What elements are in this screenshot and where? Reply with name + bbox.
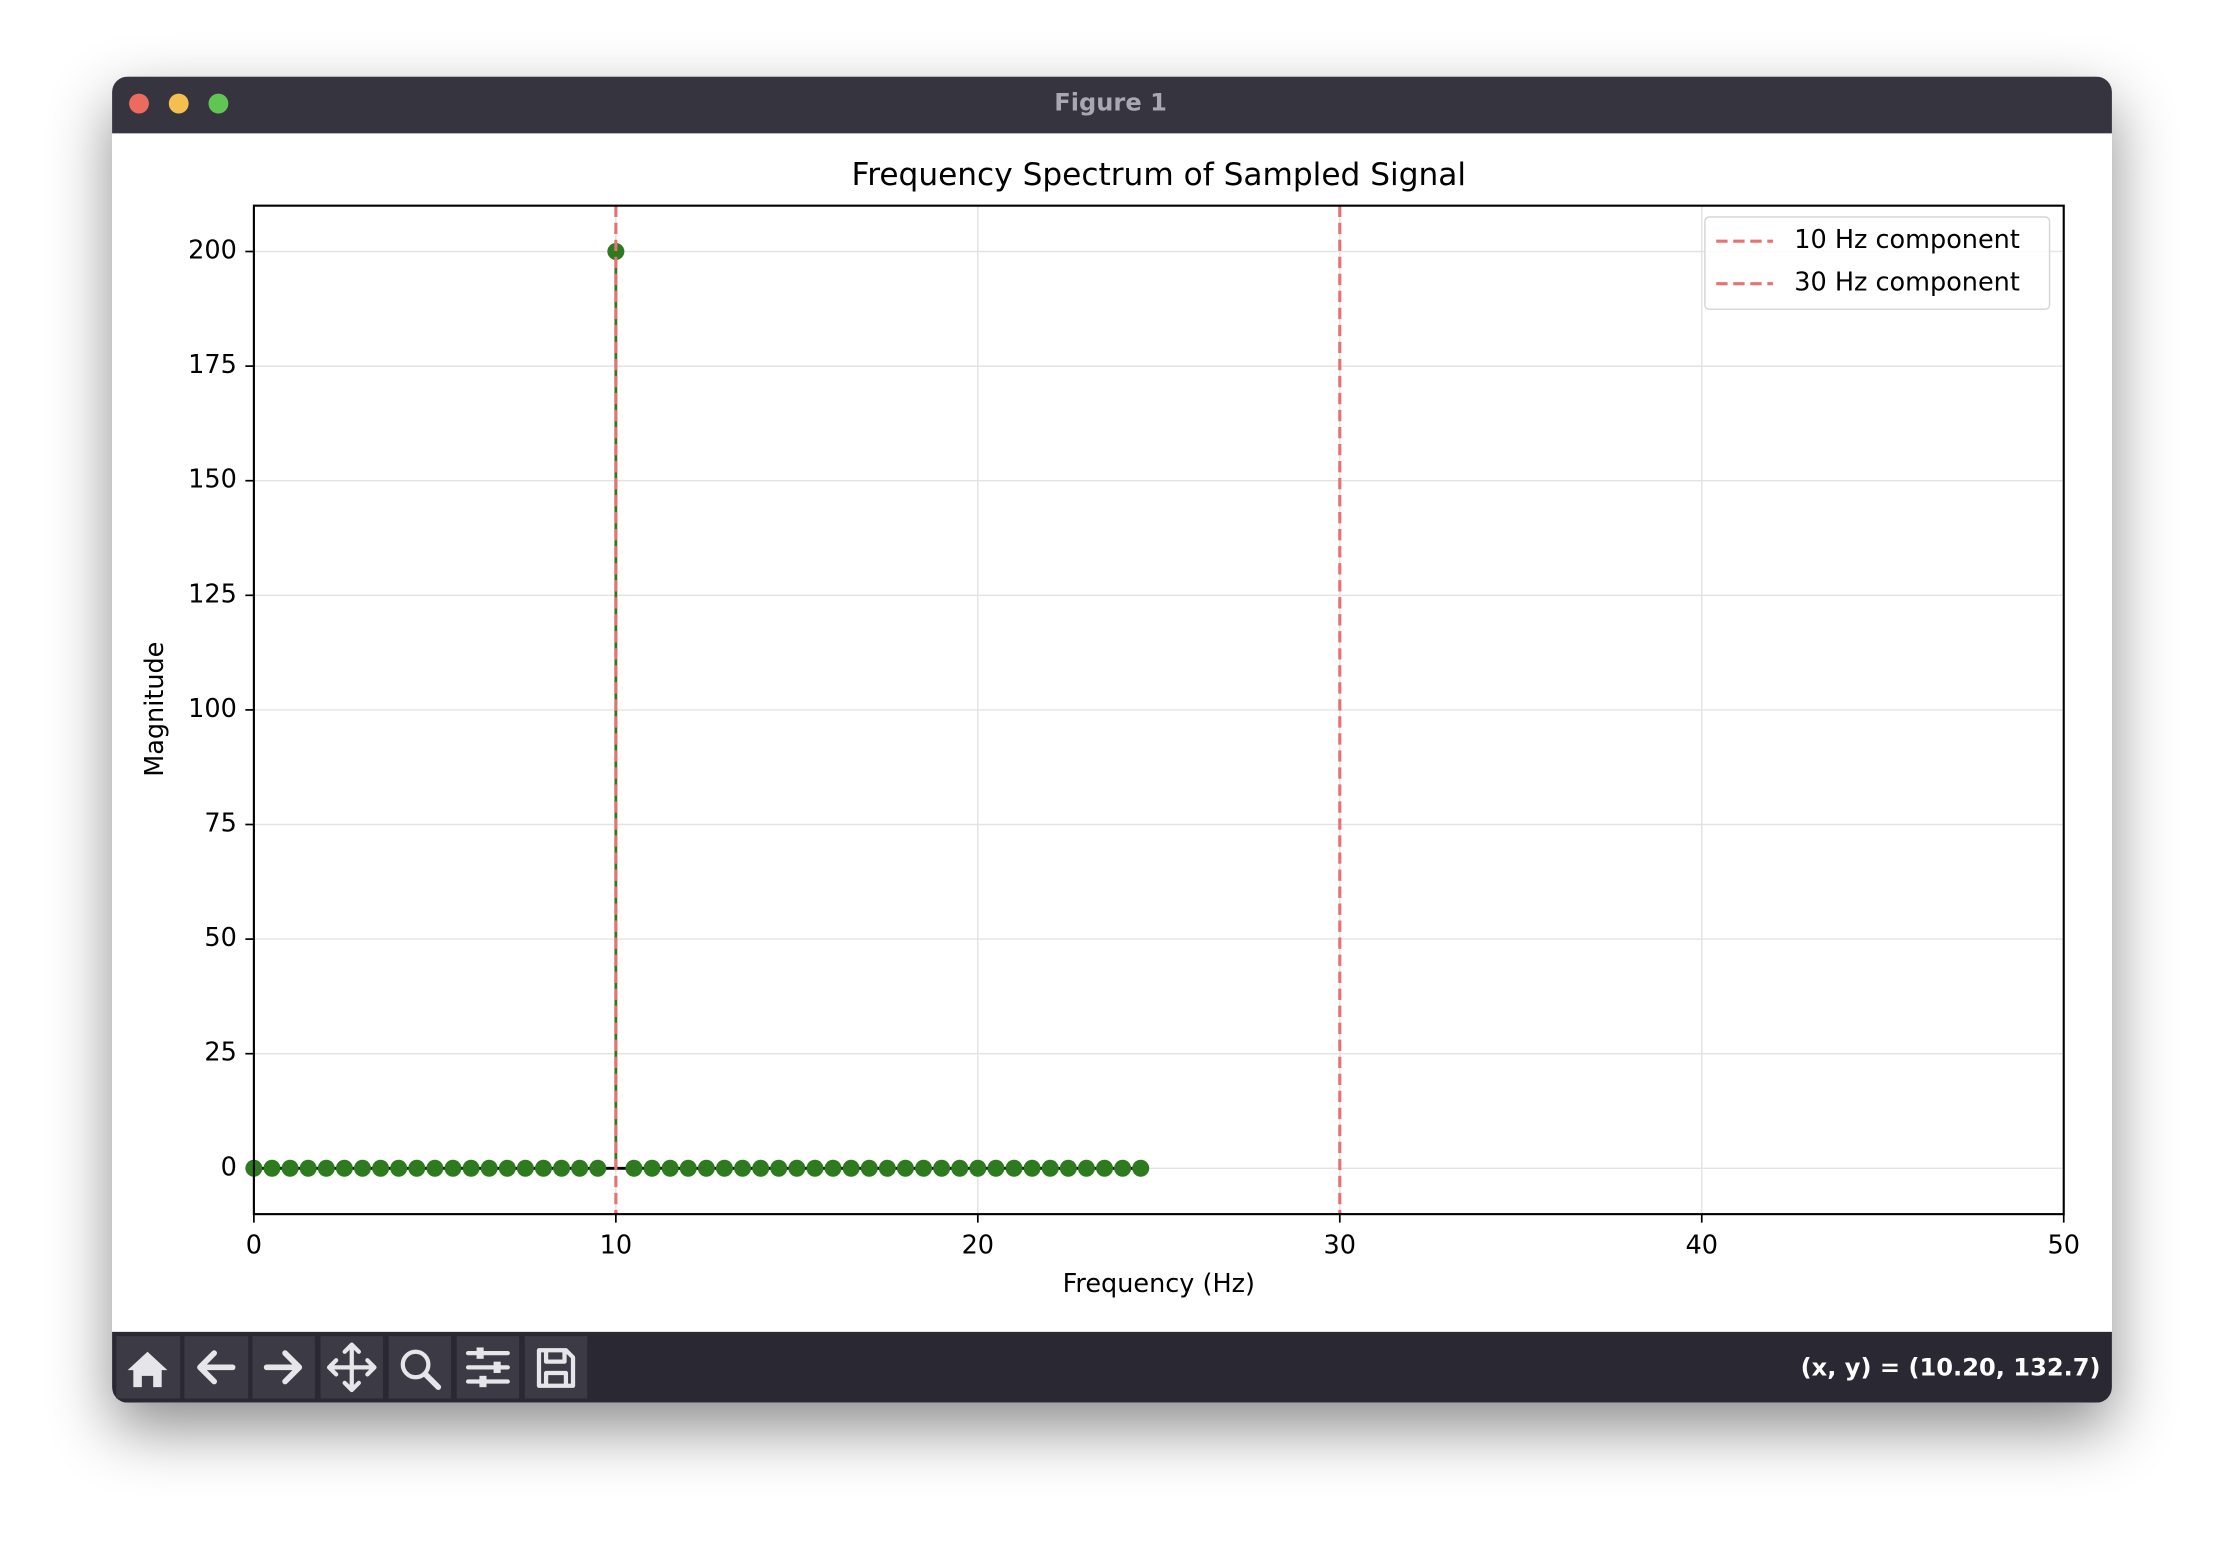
stem-marker: [299, 1159, 317, 1177]
stem-marker: [534, 1159, 552, 1177]
stem-marker: [770, 1159, 788, 1177]
y-tick-label: 75: [204, 809, 236, 839]
stem-marker: [933, 1159, 951, 1177]
y-tick-label: 175: [188, 350, 237, 380]
legend-box: [1704, 216, 2051, 310]
y-tick-label: 200: [188, 236, 237, 266]
y-tick-label: 125: [188, 579, 237, 609]
stem-marker: [571, 1159, 589, 1177]
stem-marker: [679, 1159, 697, 1177]
window-title: Figure 1: [1054, 89, 1167, 117]
stem-marker: [462, 1159, 480, 1177]
x-tick-label: 50: [2047, 1231, 2079, 1261]
y-tick-label: 25: [204, 1038, 236, 1068]
stem-marker: [734, 1159, 752, 1177]
zoom-tool-button[interactable]: [388, 1336, 452, 1399]
stem-marker: [426, 1159, 444, 1177]
stem-marker: [915, 1159, 933, 1177]
pan-button[interactable]: [320, 1336, 383, 1399]
zoom-button[interactable]: [208, 93, 229, 114]
stem-marker: [607, 243, 625, 261]
stem-marker: [697, 1159, 715, 1177]
stem-marker: [444, 1159, 462, 1177]
stem-marker: [553, 1159, 571, 1177]
stem-marker: [1023, 1159, 1041, 1177]
stem-marker: [896, 1159, 914, 1177]
stem-marker: [661, 1159, 679, 1177]
stem-marker: [317, 1159, 335, 1177]
stem-marker: [353, 1159, 371, 1177]
x-tick-label: 10: [600, 1231, 632, 1261]
stem-marker: [1059, 1159, 1077, 1177]
stem-marker: [1077, 1159, 1095, 1177]
plot-frame: [252, 204, 2065, 1216]
legend-label: 10 Hz component: [1794, 225, 2020, 255]
home-button[interactable]: [116, 1336, 181, 1399]
stem-marker: [969, 1159, 987, 1177]
stem-marker: [498, 1159, 516, 1177]
stem-marker: [281, 1159, 299, 1177]
stem-marker: [951, 1159, 969, 1177]
x-tick-label: 30: [1324, 1231, 1356, 1261]
title-bar: [112, 76, 2112, 134]
stem-marker: [480, 1159, 498, 1177]
stem-marker: [390, 1159, 408, 1177]
stem-marker: [589, 1159, 607, 1177]
stem-marker: [752, 1159, 770, 1177]
stem-marker: [860, 1159, 878, 1177]
stem-marker: [1096, 1159, 1114, 1177]
chart-title: Frequency Spectrum of Sampled Signal: [852, 157, 1467, 193]
stem-marker: [878, 1159, 896, 1177]
stem-marker: [643, 1159, 661, 1177]
x-tick-label: 0: [246, 1231, 262, 1261]
stem-marker: [842, 1159, 860, 1177]
plot: Frequency Spectrum of Sampled Signal Fre…: [140, 157, 2080, 1299]
configure-button[interactable]: [456, 1336, 520, 1399]
stem-marker: [372, 1159, 390, 1177]
stem-marker: [625, 1159, 643, 1177]
stem-marker: [824, 1159, 842, 1177]
save-button[interactable]: [524, 1336, 588, 1399]
x-axis-label: Frequency (Hz): [1063, 1269, 1255, 1299]
window: [112, 76, 2112, 1403]
y-tick-label: 0: [221, 1152, 237, 1182]
stem-marker: [516, 1159, 534, 1177]
stem-marker: [715, 1159, 733, 1177]
stem-marker: [987, 1159, 1005, 1177]
forward-button[interactable]: [252, 1336, 315, 1399]
stem-marker: [1132, 1159, 1150, 1177]
x-tick-label: 20: [962, 1231, 994, 1261]
stem-marker: [806, 1159, 824, 1177]
stem-marker: [1114, 1159, 1132, 1177]
y-tick-label: 150: [188, 465, 237, 495]
stem-marker: [263, 1159, 281, 1177]
status-text: (x, y) = (10.20, 132.7): [1801, 1354, 2101, 1382]
back-button[interactable]: [184, 1336, 249, 1399]
y-tick-label: 50: [204, 923, 236, 953]
x-tick-label: 40: [1686, 1231, 1718, 1261]
stem-marker: [335, 1159, 353, 1177]
stem-marker: [1005, 1159, 1023, 1177]
close-button[interactable]: [129, 93, 149, 114]
minimize-button[interactable]: [168, 93, 189, 114]
stem-marker: [1041, 1159, 1059, 1177]
legend-label: 30 Hz component: [1794, 268, 2020, 298]
y-axis-label: Magnitude: [140, 642, 170, 777]
stem-marker: [788, 1159, 806, 1177]
stem-marker: [408, 1159, 426, 1177]
y-tick-label: 100: [188, 694, 237, 724]
toolbar-buttons: [116, 1336, 588, 1399]
